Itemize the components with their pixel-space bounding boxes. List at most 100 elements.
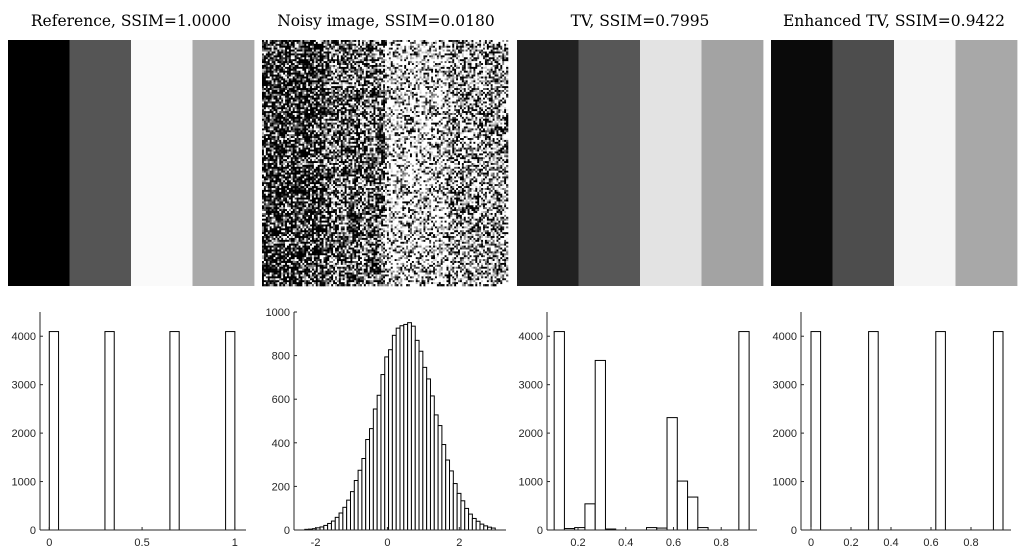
noise-pixel <box>483 84 486 87</box>
noise-pixel <box>446 45 449 48</box>
noise-pixel <box>298 95 301 98</box>
noise-pixel <box>375 101 378 104</box>
noise-pixel <box>296 109 299 112</box>
noise-pixel <box>265 99 269 102</box>
noise-pixel <box>408 72 411 75</box>
noise-pixel <box>338 86 342 89</box>
noise-pixel <box>329 107 332 110</box>
noise-pixel <box>365 95 368 98</box>
noise-pixel <box>388 78 392 81</box>
noise-pixel <box>323 68 326 72</box>
noise-pixel <box>404 101 407 104</box>
noise-pixel <box>277 93 280 97</box>
noise-pixel <box>411 91 415 95</box>
noise-pixel <box>477 66 480 70</box>
noise-pixel <box>417 89 420 93</box>
noise-pixel <box>413 84 417 87</box>
noise-pixel <box>302 57 305 60</box>
noise-pixel <box>310 61 313 64</box>
noise-pixel <box>329 59 332 62</box>
noise-pixel <box>285 64 288 68</box>
noise-pixel <box>444 109 447 112</box>
noise-pixel <box>331 89 334 93</box>
noise-pixel <box>285 95 288 98</box>
noise-pixel <box>502 55 505 58</box>
noise-pixel <box>311 107 315 110</box>
noise-pixel <box>442 109 445 112</box>
noise-pixel <box>294 89 297 93</box>
noise-pixel <box>373 63 376 66</box>
noise-pixel <box>298 41 301 45</box>
noise-pixel <box>286 103 290 106</box>
noise-pixel <box>394 113 397 116</box>
noise-pixel <box>279 61 282 64</box>
noise-pixel <box>302 61 305 64</box>
noise-pixel <box>279 43 282 47</box>
noise-pixel <box>317 51 320 54</box>
noise-pixel <box>475 47 478 50</box>
noise-pixel <box>263 41 267 45</box>
noise-pixel <box>360 43 363 47</box>
noise-pixel <box>304 89 307 93</box>
noise-pixel <box>461 109 465 112</box>
noise-pixel <box>385 74 388 77</box>
noise-pixel <box>371 101 374 104</box>
noise-pixel <box>290 109 294 112</box>
noise-pixel <box>467 113 470 116</box>
noise-pixel <box>434 40 438 43</box>
noise-pixel <box>386 89 390 93</box>
noise-pixel <box>325 57 328 60</box>
noise-pixel <box>361 53 365 56</box>
noise-pixel <box>440 89 443 93</box>
noise-pixel <box>363 107 367 110</box>
noise-pixel <box>338 74 342 77</box>
noise-pixel <box>440 84 443 87</box>
noise-pixel <box>496 68 499 72</box>
noise-pixel <box>434 84 438 87</box>
noise-pixel <box>381 105 384 108</box>
noise-pixel <box>385 78 388 81</box>
noise-pixel <box>311 113 315 116</box>
noise-pixel <box>283 63 286 66</box>
noise-pixel <box>419 86 422 89</box>
noise-pixel <box>279 40 282 43</box>
noise-pixel <box>373 101 376 104</box>
noise-pixel <box>346 82 349 85</box>
noise-pixel <box>419 68 422 72</box>
noise-pixel <box>354 76 357 79</box>
noise-pixel <box>446 43 449 47</box>
noise-pixel <box>490 41 493 45</box>
noise-pixel <box>292 43 295 47</box>
noise-pixel <box>277 59 280 62</box>
noise-pixel <box>488 97 491 100</box>
noise-pixel <box>452 74 455 77</box>
noise-pixel <box>479 41 482 45</box>
noise-pixel <box>479 59 482 62</box>
noise-pixel <box>383 99 386 102</box>
noise-pixel <box>496 95 499 98</box>
noise-pixel <box>262 53 265 56</box>
noise-pixel <box>484 74 488 77</box>
noise-pixel <box>294 97 297 100</box>
noise-pixel <box>344 66 347 70</box>
noise-pixel <box>436 95 440 98</box>
noise-pixel <box>277 64 280 68</box>
noise-pixel <box>273 97 276 100</box>
noise-pixel <box>490 84 493 87</box>
noise-pixel <box>496 70 499 73</box>
noise-pixel <box>421 97 424 100</box>
noise-pixel <box>494 93 497 97</box>
noise-pixel <box>306 84 309 87</box>
noise-pixel <box>315 109 319 112</box>
noise-pixel <box>440 93 443 97</box>
noise-pixel <box>306 68 309 72</box>
noise-pixel <box>300 84 303 87</box>
noise-pixel <box>329 78 332 81</box>
noise-pixel <box>273 105 276 108</box>
noise-pixel <box>479 78 482 81</box>
noise-pixel <box>327 51 330 54</box>
noise-pixel <box>473 97 476 100</box>
noise-pixel <box>363 47 367 50</box>
noise-pixel <box>262 68 265 72</box>
noise-pixel <box>296 59 299 62</box>
